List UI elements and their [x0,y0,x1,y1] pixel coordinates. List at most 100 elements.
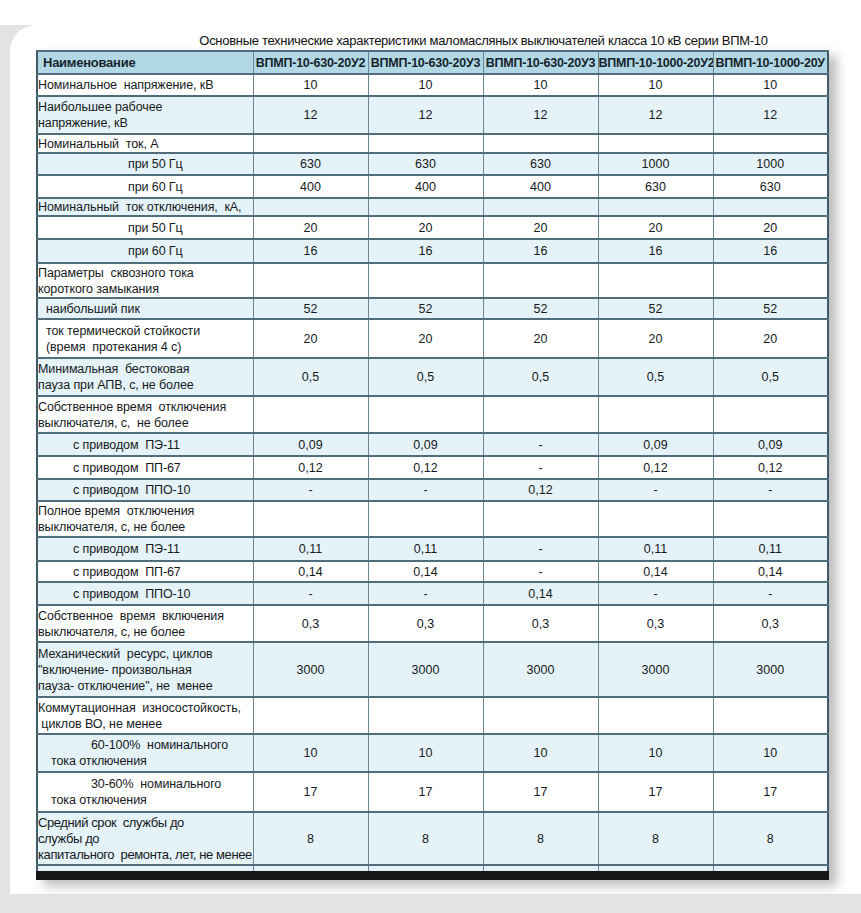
row-label: Коммутационная износостойкость, циклов В… [37,697,253,734]
value-cell: 10 [368,74,483,96]
value-cell: 0,3 [483,605,598,642]
value-cell: 0,12 [713,456,828,479]
row-label: Номинальный ток, А [37,134,253,153]
value-cell: 12 [713,96,828,134]
table-row: Собственное время отключения выключателя… [37,396,828,433]
table-row: с приводом ППО-10--0,12-- [37,479,828,501]
value-cell [368,697,483,734]
value-cell: 16 [368,239,483,263]
value-cell [598,134,713,153]
row-label: с приводом ПЭ-11 [37,433,253,456]
row-label: 60-100% номинального тока отключения [37,734,253,772]
value-cell: 16 [713,239,828,263]
row-label: с приводом ПП-67 [37,561,253,582]
table-row: Наибольшее рабочее напряжение, кВ1212121… [37,96,828,134]
table-row: Механический ресурс, циклов "включение- … [37,642,828,697]
value-cell [598,263,713,298]
table-row: Средний срок службы до службы до капитал… [37,812,828,865]
value-cell [368,198,483,216]
value-cell [713,396,828,433]
table-row [37,865,828,875]
value-cell: 0,11 [368,537,483,561]
value-cell: 0,11 [253,537,368,561]
row-label: с приводом ППО-10 [37,582,253,605]
value-cell: - [483,433,598,456]
value-cell: 52 [368,298,483,319]
value-cell [713,134,828,153]
row-label: ток термической стойкости (время протека… [37,319,253,358]
value-cell: 3000 [368,642,483,697]
value-cell [368,134,483,153]
value-cell: 20 [483,319,598,358]
value-cell [598,697,713,734]
value-cell: 16 [598,239,713,263]
value-cell [598,865,713,875]
value-cell: 0,11 [598,537,713,561]
value-cell: 10 [713,734,828,772]
value-cell: - [483,561,598,582]
value-cell [368,865,483,875]
row-label: Собственное время отключения выключателя… [37,396,253,433]
value-cell: 10 [483,734,598,772]
value-cell: 630 [253,153,368,175]
row-label: с приводом ПП-67 [37,456,253,479]
row-label: при 60 Гц [37,239,253,263]
value-cell [598,396,713,433]
value-cell: 630 [713,175,828,198]
value-cell [483,501,598,537]
value-cell: 12 [253,96,368,134]
value-cell [713,198,828,216]
value-cell: 0,5 [598,358,713,396]
value-cell: 17 [713,772,828,812]
table-header: НаименованиеВПМП-10-630-20У2ВПМП-10-630-… [37,51,828,74]
column-header: ВПМП-10-630-20У3 [483,51,598,74]
table-row: наибольший пик5252525252 [37,298,828,319]
value-cell: 0,3 [253,605,368,642]
table-body: Номинальное напряжение, кВ1010101010Наиб… [37,74,828,875]
value-cell: 12 [598,96,713,134]
table-row: Полное время отключения выключателя, с, … [37,501,828,537]
value-cell: - [713,582,828,605]
column-header: ВПМП-10-1000-20У2 [598,51,713,74]
table-row: с приводом ПЭ-110,110,11-0,110,11 [37,537,828,561]
value-cell: 52 [253,298,368,319]
value-cell: 20 [483,216,598,239]
value-cell: 630 [368,153,483,175]
value-cell [253,501,368,537]
value-cell: 10 [253,74,368,96]
value-cell: 0,12 [253,456,368,479]
value-cell: 8 [253,812,368,865]
value-cell [253,865,368,875]
value-cell: 10 [368,734,483,772]
value-cell: 20 [713,319,828,358]
table-row: при 50 Гц63063063010001000 [37,153,828,175]
value-cell: 0,5 [368,358,483,396]
value-cell [483,865,598,875]
value-cell [253,198,368,216]
value-cell: 17 [253,772,368,812]
row-label: при 50 Гц [37,153,253,175]
row-label: Минимальная бестоковая пауза при АПВ, с,… [37,358,253,396]
value-cell: 0,09 [598,433,713,456]
value-cell: - [713,479,828,501]
value-cell [253,263,368,298]
row-label [37,865,253,875]
value-cell: 0,3 [368,605,483,642]
value-cell [253,697,368,734]
value-cell: - [253,582,368,605]
table-row: при 60 Гц400400400630630 [37,175,828,198]
header-row: НаименованиеВПМП-10-630-20У2ВПМП-10-630-… [37,51,828,74]
value-cell: 0,12 [368,456,483,479]
row-label: при 50 Гц [37,216,253,239]
value-cell: - [483,537,598,561]
value-cell: 16 [483,239,598,263]
value-cell: - [368,582,483,605]
value-cell: 3000 [598,642,713,697]
row-label: при 60 Гц [37,175,253,198]
value-cell: 3000 [713,642,828,697]
table-row: при 60 Гц1616161616 [37,239,828,263]
value-cell: 0,5 [713,358,828,396]
value-cell: 10 [713,74,828,96]
value-cell [483,134,598,153]
table-row: с приводом ПЭ-110,090,09-0,090,09 [37,433,828,456]
